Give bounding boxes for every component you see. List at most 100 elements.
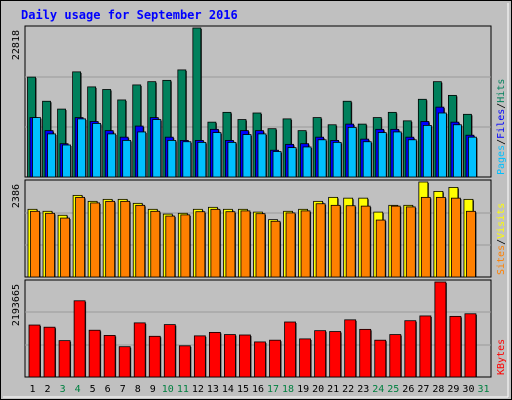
day-label: 8 (135, 384, 141, 395)
pages-bar (182, 141, 192, 178)
day-label: 13 (207, 384, 219, 395)
sites-bar (270, 220, 281, 278)
sites-bar (240, 210, 251, 278)
legend-part-pages: Pages (496, 145, 507, 175)
kbytes-bar (133, 322, 146, 378)
legend-part-slash: / (496, 103, 507, 109)
sites-bar (300, 210, 311, 278)
pages-bar (32, 117, 41, 178)
sites-bar (150, 210, 161, 278)
day-label: 24 (372, 384, 384, 395)
pages-bar (122, 140, 132, 178)
day-label: 10 (162, 384, 174, 395)
pages-bar (362, 141, 372, 178)
day-label: 28 (432, 384, 444, 395)
legend-part-slash: / (496, 139, 507, 145)
day-label: 4 (75, 384, 81, 395)
day-label: 20 (312, 384, 324, 395)
legend-part-files: Files (496, 109, 507, 139)
day-label: 16 (252, 384, 264, 395)
sites-bar (60, 217, 70, 278)
kbytes-bar (103, 335, 116, 378)
kbytes-bar (208, 331, 221, 378)
legend-part-kbytes: KBytes (496, 339, 507, 375)
day-label: 3 (60, 384, 66, 395)
day-label: 27 (417, 384, 429, 395)
pages-bar (437, 112, 447, 178)
kbytes-bar (419, 315, 432, 378)
sites-bar (285, 212, 296, 278)
sites-visits-legend-label: Sites/Visits (496, 203, 507, 275)
kbytes-bar (239, 334, 251, 378)
day-label: 11 (177, 384, 189, 395)
sites-bar (330, 204, 341, 278)
pages-bar (47, 133, 56, 178)
day-label: 6 (105, 384, 111, 395)
sites-visits-panel: 2386 Sites/Visits (11, 179, 507, 278)
sites-bar (451, 197, 461, 278)
day-label: 2 (45, 384, 51, 395)
kbytes-bar (178, 345, 191, 378)
chart-title: Daily usage for September 2016 (21, 8, 238, 22)
day-label: 17 (267, 384, 279, 395)
x-axis-day-labels: 1 2 3 4 5 6 7 8 9 10 11 12 13 14 15 16 17 18 19 20 21 22 23 24 2… (30, 384, 490, 395)
kbytes-bar (269, 339, 281, 378)
sites-visits-ymax-label: 2386 (11, 184, 22, 208)
pages-bar (453, 124, 462, 178)
pages-bar (332, 141, 342, 178)
kbytes-bar (43, 326, 56, 378)
day-label: 1 (30, 384, 36, 395)
hits-files-pages-legend-label: Pages/Files/Hits (496, 79, 507, 175)
kbytes-bar (344, 319, 357, 378)
kbytes-panel: 2193665 KBytes (11, 279, 507, 378)
pages-bar (107, 133, 117, 178)
kbytes-bar (299, 338, 311, 378)
sites-bar (466, 210, 476, 278)
pages-bar (137, 131, 147, 178)
sites-bar (180, 214, 191, 278)
day-label: 22 (342, 384, 354, 395)
sites-bar (435, 196, 446, 278)
kbytes-bar (224, 334, 236, 378)
day-label: 9 (150, 384, 156, 395)
pages-bar (392, 131, 402, 178)
legend-part-hits: Hits (496, 79, 507, 103)
pages-bar (62, 144, 71, 178)
pages-bar (468, 136, 477, 178)
kbytes-bar (148, 335, 161, 378)
kbytes-bar (374, 339, 387, 378)
day-label: 14 (222, 384, 234, 395)
sites-bar (405, 206, 416, 278)
sites-bar (90, 202, 101, 278)
sites-bar (375, 219, 386, 278)
pages-bar (227, 141, 237, 178)
day-label: 19 (297, 384, 309, 395)
sites-bar (315, 203, 326, 278)
sites-bar (225, 211, 236, 278)
sites-bar (30, 210, 40, 278)
kbytes-bar (434, 281, 447, 378)
day-label: 26 (402, 384, 414, 395)
day-label: 30 (462, 384, 474, 395)
day-label: 5 (90, 384, 96, 395)
sites-bar (75, 196, 85, 278)
sites-bar (195, 211, 206, 278)
kbytes-bar (464, 313, 477, 378)
sites-bar (360, 205, 371, 278)
sites-bar (45, 212, 55, 278)
legend-part-sites: Sites (496, 245, 507, 275)
pages-bar (272, 151, 282, 178)
day-label: 15 (237, 384, 249, 395)
pages-bar (92, 123, 102, 178)
day-label: 7 (120, 384, 126, 395)
kbytes-bar (163, 324, 176, 378)
pages-bar (152, 119, 162, 178)
pages-bar (302, 146, 312, 178)
sites-bar (165, 215, 176, 278)
legend-part-slash: / (496, 239, 507, 245)
sites-bar (120, 200, 131, 278)
pages-bar (422, 125, 432, 178)
kbytes-bar (284, 321, 296, 378)
